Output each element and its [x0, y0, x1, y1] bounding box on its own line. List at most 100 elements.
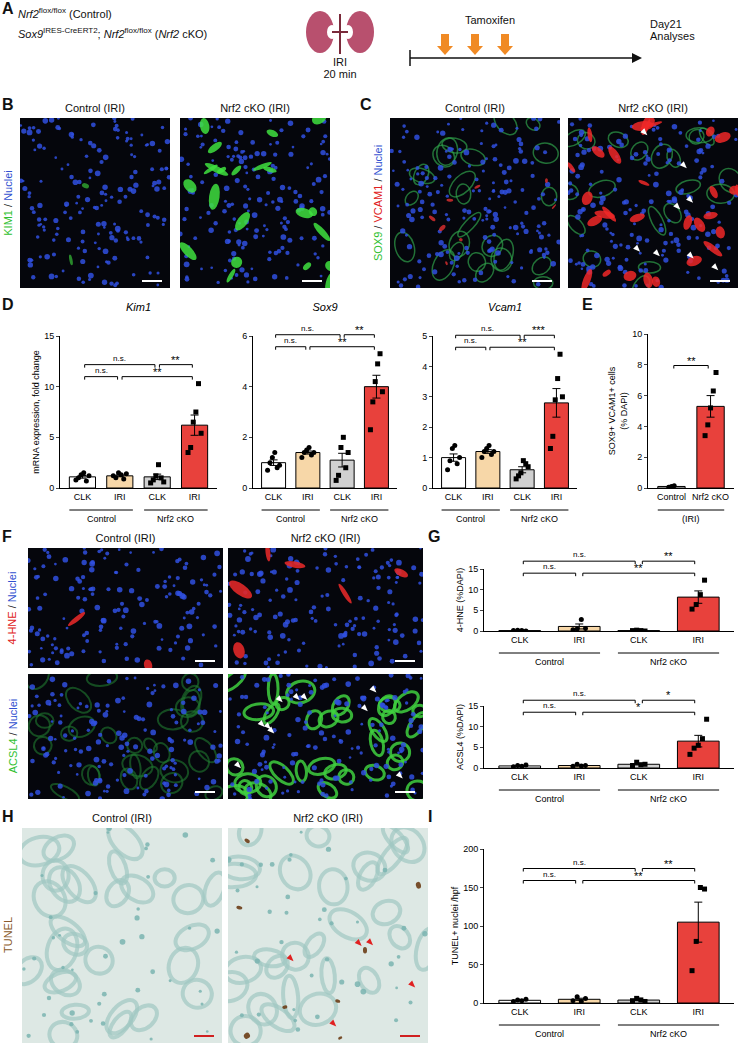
svg-text:n.s.: n.s. — [301, 324, 314, 333]
svg-text:**: ** — [634, 562, 643, 574]
svg-text:100: 100 — [463, 921, 478, 931]
svg-text:6: 6 — [637, 391, 642, 401]
svg-text:**: ** — [664, 550, 673, 562]
svg-text:4: 4 — [637, 422, 642, 432]
svg-text:200: 200 — [463, 844, 478, 854]
svg-text:ACSL4 (%DAPI): ACSL4 (%DAPI) — [455, 704, 465, 770]
svg-text:Nrf2 cKO: Nrf2 cKO — [692, 492, 729, 502]
svg-text:2: 2 — [422, 422, 427, 432]
svg-text:IRI: IRI — [302, 492, 314, 502]
svg-text:4: 4 — [242, 382, 247, 392]
svg-text:5: 5 — [473, 742, 478, 752]
svg-text:**: ** — [518, 336, 527, 348]
svg-text:TUNEL+ nuclei /hpf: TUNEL+ nuclei /hpf — [450, 886, 460, 965]
svg-text:n.s.: n.s. — [464, 336, 477, 345]
svg-text:n.s.: n.s. — [573, 858, 586, 867]
svg-text:Vcam1: Vcam1 — [488, 301, 522, 313]
svg-text:CLK: CLK — [511, 772, 529, 782]
svg-text:Nrf2 cKO: Nrf2 cKO — [341, 514, 378, 524]
svg-text:50: 50 — [468, 960, 478, 970]
svg-text:5: 5 — [422, 331, 427, 341]
svg-text:Nrf2 cKO: Nrf2 cKO — [521, 514, 558, 524]
svg-text:15: 15 — [468, 701, 478, 711]
svg-text:n.s.: n.s. — [95, 366, 108, 375]
svg-text:1: 1 — [422, 453, 427, 463]
svg-text:IRI: IRI — [114, 492, 126, 502]
svg-text:0: 0 — [49, 483, 54, 493]
svg-text:n.s.: n.s. — [573, 689, 586, 698]
svg-text:mRNA expression, fold change: mRNA expression, fold change — [31, 350, 41, 474]
svg-text:n.s.: n.s. — [284, 336, 297, 345]
svg-text:**: ** — [687, 355, 696, 367]
svg-text:**: ** — [338, 336, 347, 348]
svg-text:0: 0 — [637, 483, 642, 493]
svg-text:0: 0 — [422, 483, 427, 493]
svg-text:IRI: IRI — [573, 772, 585, 782]
svg-text:Nrf2 cKO: Nrf2 cKO — [650, 657, 687, 667]
svg-text:CLK: CLK — [630, 772, 648, 782]
svg-text:**: ** — [664, 858, 673, 870]
svg-text:4: 4 — [422, 362, 427, 372]
svg-text:Control: Control — [535, 657, 564, 667]
svg-text:*: * — [636, 701, 641, 713]
svg-text:10: 10 — [632, 329, 642, 339]
svg-text:CLK: CLK — [511, 635, 529, 645]
svg-text:IRI: IRI — [573, 1007, 585, 1017]
svg-text:5: 5 — [49, 432, 54, 442]
svg-text:Control: Control — [276, 514, 305, 524]
svg-text:Control: Control — [456, 514, 485, 524]
svg-text:n.s.: n.s. — [113, 354, 126, 363]
svg-text:n.s.: n.s. — [543, 870, 556, 879]
svg-text:10: 10 — [468, 585, 478, 595]
svg-text:***: *** — [532, 324, 546, 336]
svg-text:6: 6 — [242, 331, 247, 341]
svg-text:**: ** — [153, 366, 162, 378]
svg-text:Sox9: Sox9 — [312, 301, 337, 313]
svg-text:*: * — [666, 689, 671, 701]
svg-text:CLK: CLK — [630, 635, 648, 645]
svg-text:4-HNE (%DAPI): 4-HNE (%DAPI) — [455, 568, 465, 633]
svg-text:**: ** — [634, 870, 643, 882]
svg-text:Control: Control — [87, 514, 116, 524]
svg-text:n.s.: n.s. — [543, 701, 556, 710]
svg-text:IRI: IRI — [693, 1007, 705, 1017]
svg-text:8: 8 — [637, 360, 642, 370]
svg-text:(IRI): (IRI) — [682, 514, 700, 524]
svg-text:CLK: CLK — [265, 492, 283, 502]
svg-text:IRI: IRI — [693, 635, 705, 645]
svg-text:IRI: IRI — [551, 492, 563, 502]
svg-text:SOX9+ VCAM1+ cells(% DAPI): SOX9+ VCAM1+ cells(% DAPI) — [607, 366, 629, 455]
svg-text:15: 15 — [468, 564, 478, 574]
svg-text:CLK: CLK — [630, 1007, 648, 1017]
svg-text:150: 150 — [463, 883, 478, 893]
svg-text:Nrf2 cKO: Nrf2 cKO — [650, 1029, 687, 1039]
svg-text:2: 2 — [637, 452, 642, 462]
svg-text:Kim1: Kim1 — [126, 301, 151, 313]
svg-text:Nrf2 cKO: Nrf2 cKO — [157, 514, 194, 524]
svg-text:0: 0 — [473, 626, 478, 636]
svg-text:IRI: IRI — [371, 492, 383, 502]
svg-text:Control: Control — [535, 1029, 564, 1039]
svg-text:0: 0 — [242, 483, 247, 493]
svg-text:CLK: CLK — [445, 492, 463, 502]
svg-text:IRI: IRI — [573, 635, 585, 645]
svg-text:CLK: CLK — [511, 1007, 529, 1017]
svg-text:5: 5 — [473, 605, 478, 615]
svg-text:CLK: CLK — [148, 492, 166, 502]
svg-text:n.s.: n.s. — [543, 562, 556, 571]
svg-text:IRI: IRI — [482, 492, 494, 502]
svg-text:10: 10 — [44, 382, 54, 392]
svg-text:0: 0 — [473, 763, 478, 773]
svg-text:2: 2 — [242, 432, 247, 442]
svg-text:10: 10 — [468, 722, 478, 732]
svg-text:15: 15 — [44, 331, 54, 341]
svg-text:IRI: IRI — [693, 772, 705, 782]
svg-text:Control: Control — [657, 492, 686, 502]
svg-text:CLK: CLK — [74, 492, 92, 502]
svg-text:n.s.: n.s. — [481, 324, 494, 333]
svg-text:Nrf2 cKO: Nrf2 cKO — [650, 794, 687, 804]
svg-text:n.s.: n.s. — [573, 550, 586, 559]
svg-text:CLK: CLK — [333, 492, 351, 502]
svg-text:**: ** — [171, 354, 180, 366]
svg-text:Control: Control — [535, 794, 564, 804]
